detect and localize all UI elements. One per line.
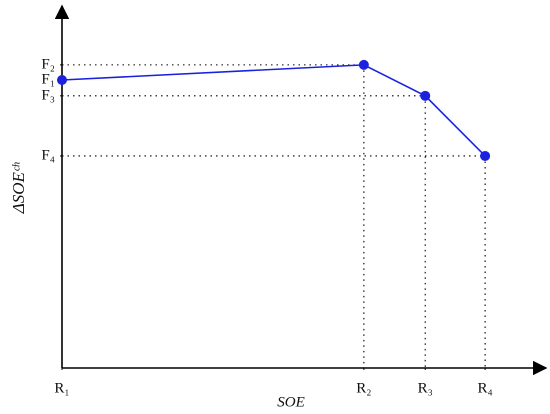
data-point [57,75,67,85]
y-tick-label: F₁ [41,71,55,87]
x-tick-label: R₄ [477,380,492,396]
x-axis-label: SOE [277,394,305,410]
y-tick-label: F₃ [41,87,55,103]
data-point [358,59,369,70]
y-tick-label: F₂ [41,56,55,72]
y-axis-label: ΔSOEᶜʰ [9,162,28,215]
x-tick-label: R₂ [356,380,371,396]
data-point [480,150,491,161]
x-tick-label: R₃ [418,380,433,396]
x-tick-label: R₁ [54,380,69,396]
data-line [61,64,486,157]
y-tick-label: F₄ [41,147,55,163]
data-point [420,90,431,101]
